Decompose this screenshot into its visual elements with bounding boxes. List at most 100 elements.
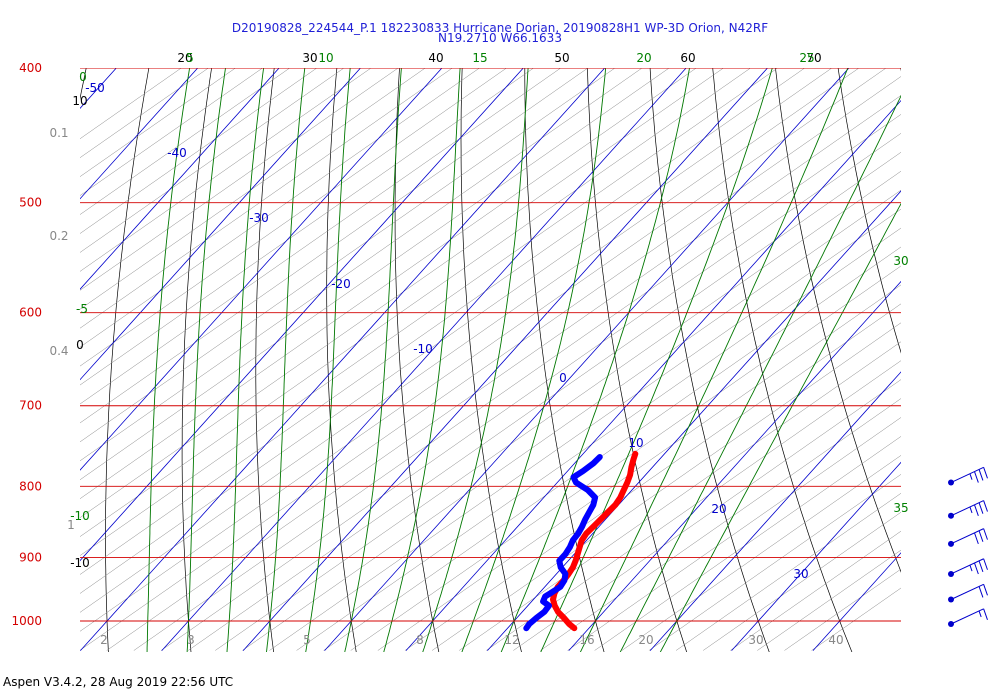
mixing-ratio-line <box>80 68 589 424</box>
dry-adiabat-label: 10 <box>72 94 87 108</box>
mixing-ratio-label: 40 <box>828 633 843 647</box>
mixing-ratio-label: 3 <box>187 633 195 647</box>
wind-barb-feather <box>978 530 984 542</box>
mixing-ratio-line <box>80 68 779 556</box>
moist-adiabat <box>186 68 226 652</box>
wind-barb-shaft <box>950 583 984 600</box>
mixing-ratio-line <box>133 114 901 651</box>
moist-adiabat <box>619 94 901 652</box>
isotherm <box>568 280 901 651</box>
mixing-ratio-label: 2 <box>100 633 108 647</box>
isotherm <box>80 68 280 290</box>
dry-adiabat <box>587 68 688 652</box>
moist-adiabat-label: 15 <box>472 51 487 65</box>
wind-barb-feather <box>969 506 973 514</box>
temperature-profile <box>550 450 639 632</box>
sounding-profiles <box>523 450 639 632</box>
isotherm-label: 10 <box>628 436 643 450</box>
mixing-ratio-line <box>80 68 345 253</box>
mixing-ratio-label: 30 <box>748 633 763 647</box>
isotherm <box>731 461 901 651</box>
mixing-ratio-label: 0.1 <box>49 126 68 140</box>
mixing-ratio-line <box>404 303 901 651</box>
wind-barb-feather <box>978 502 984 514</box>
isotherm-label: 30 <box>793 567 808 581</box>
mixing-ratio-label: 1 <box>67 518 75 532</box>
mixing-ratio-line <box>80 68 751 537</box>
moist-adiabat-label: -10 <box>70 509 90 523</box>
isotherm <box>80 68 524 562</box>
mixing-ratio-line <box>377 284 901 651</box>
mixing-ratio-line <box>567 417 901 651</box>
moist-adiabat-label: 20 <box>636 51 651 65</box>
dry-adiabat <box>775 68 901 573</box>
mixing-ratio-line <box>188 151 901 651</box>
mixing-ratio-line <box>730 530 901 651</box>
moist-adiabat-label: 30 <box>893 254 908 268</box>
moist-adiabat <box>266 68 306 652</box>
wind-barb-shaft <box>950 608 984 625</box>
moist-adiabat-label: 25 <box>799 51 814 65</box>
isotherm-label: -40 <box>167 146 187 160</box>
dry-adiabat <box>460 68 522 652</box>
footer-text: Aspen V3.4.2, 28 Aug 2019 22:56 UTC <box>3 675 234 689</box>
moist-adiabat <box>146 68 191 652</box>
wind-barb-feather <box>983 528 988 540</box>
wind-barb-shaft <box>950 558 984 575</box>
dry-adiabat-label: 0 <box>76 338 84 352</box>
mixing-ratio-line <box>215 170 901 651</box>
moist-adiabat-label: 5 <box>186 51 194 65</box>
isotherm-label: -50 <box>85 81 105 95</box>
isotherm-label: 0 <box>559 371 567 385</box>
wind-barb-feather <box>978 610 982 618</box>
dry-adiabat <box>712 68 853 652</box>
mixing-ratio-label: 0.2 <box>49 229 68 243</box>
mixing-ratio-line <box>323 246 901 651</box>
isotherm <box>243 68 769 651</box>
wind-barb-feather <box>974 532 979 545</box>
isobar-label: 600 <box>19 306 42 320</box>
moist-adiabat <box>659 202 901 652</box>
wind-barb-feather <box>974 504 979 516</box>
mixing-ratio-line <box>106 95 901 651</box>
mixing-ratio-line <box>80 68 562 405</box>
dewpoint-profile <box>523 454 603 632</box>
mixing-ratio-label: 5 <box>303 633 311 647</box>
isobar-label: 800 <box>19 479 42 493</box>
mixing-ratio-line <box>486 360 901 651</box>
mixing-ratio-line <box>80 68 209 159</box>
isobar-label: 700 <box>19 399 42 413</box>
moist-adiabat <box>461 68 607 652</box>
mixing-ratio-line <box>269 208 901 651</box>
mixing-ratio-line <box>350 265 901 651</box>
mixing-ratio-line <box>811 587 901 651</box>
wind-barb-feather <box>978 560 984 573</box>
mixing-ratio-line <box>80 68 535 386</box>
wind-barb-feather <box>983 584 988 596</box>
wind-barbs <box>948 466 988 627</box>
isotherm <box>80 68 606 651</box>
mixing-ratio-line <box>80 68 453 329</box>
wind-barb-feather <box>983 467 988 479</box>
moist-adiabat <box>540 68 773 652</box>
dry-adiabat <box>837 68 901 354</box>
wind-barb-feather <box>974 471 979 483</box>
wind-barb <box>948 500 988 519</box>
moist-adiabat <box>579 68 849 652</box>
mixing-ratio-line <box>513 379 901 651</box>
wind-barb <box>948 608 988 627</box>
moist-adiabat <box>226 68 265 652</box>
mixing-ratio-line <box>675 492 901 651</box>
isotherm <box>324 68 850 651</box>
mixing-ratio-line <box>80 68 291 215</box>
wind-barb <box>948 558 988 577</box>
moist-adiabat <box>305 68 351 652</box>
dry-adiabat <box>181 68 212 652</box>
moist-adiabat <box>383 68 461 652</box>
mixing-ratio-line <box>80 68 372 272</box>
mixing-ratio-line <box>160 133 901 651</box>
wind-barb <box>948 583 988 603</box>
mixing-ratio-line <box>80 68 724 518</box>
